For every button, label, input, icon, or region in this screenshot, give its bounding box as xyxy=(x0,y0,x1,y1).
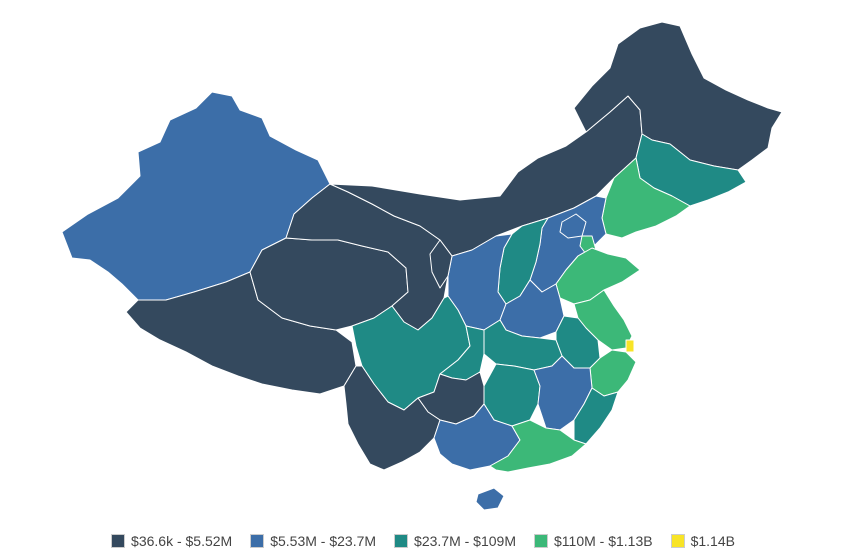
legend-item[interactable]: $5.53M - $23.7M xyxy=(250,533,376,549)
legend-swatch xyxy=(250,534,265,548)
legend-item[interactable]: $1.14B xyxy=(670,533,735,549)
legend-item[interactable]: $110M - $1.13B xyxy=(534,533,653,549)
legend-label: $5.53M - $23.7M xyxy=(270,533,377,549)
legend-label: $110M - $1.13B xyxy=(554,533,653,549)
fujian[interactable] xyxy=(573,387,619,445)
xinjiang[interactable] xyxy=(61,91,331,301)
legend-swatch xyxy=(670,534,685,548)
guangdong[interactable] xyxy=(489,419,587,473)
legend-item[interactable]: $36.6k - $5.52M xyxy=(111,533,232,549)
legend-swatch xyxy=(534,534,548,548)
legend-swatch xyxy=(394,534,409,548)
legend-label: $23.7M - $109M xyxy=(414,533,516,549)
china-choropleth-map xyxy=(61,21,783,511)
legend-label: $1.14B xyxy=(690,533,735,549)
ningxia[interactable] xyxy=(429,239,453,289)
legend-label: $36.6k - $5.52M xyxy=(131,533,233,549)
map-legend: $36.6k - $5.52M $5.53M - $23.7M $23.7M - $… xyxy=(0,528,846,554)
shanghai[interactable] xyxy=(625,339,635,353)
legend-swatch xyxy=(111,534,126,548)
legend-item[interactable]: $23.7M - $109M xyxy=(394,533,516,549)
hainan[interactable] xyxy=(475,487,505,511)
